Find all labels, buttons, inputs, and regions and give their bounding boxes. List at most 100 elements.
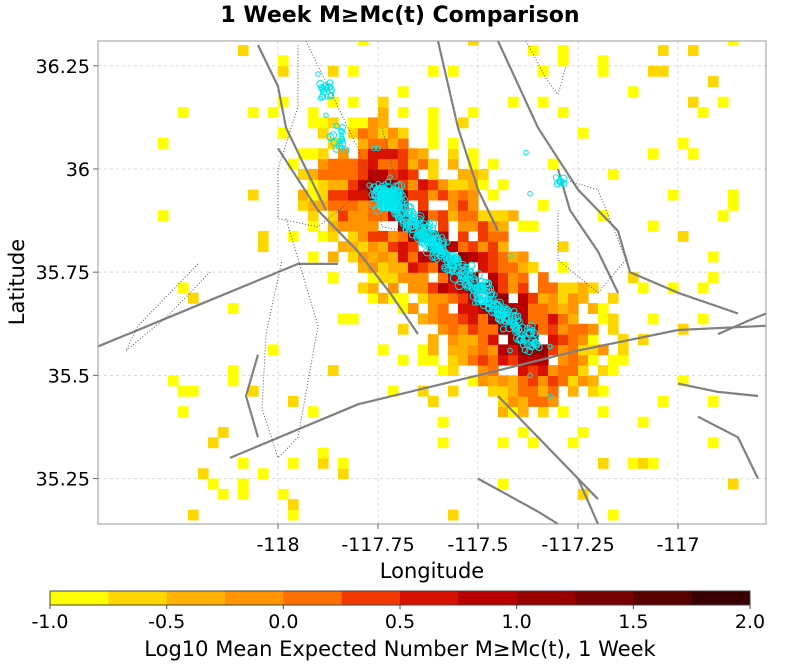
forecast-cell bbox=[498, 230, 509, 242]
earthquake-marker bbox=[429, 224, 437, 232]
forecast-cell bbox=[248, 189, 259, 201]
forecast-cell bbox=[668, 189, 679, 201]
forecast-cell bbox=[438, 220, 449, 232]
earthquake-marker bbox=[456, 258, 462, 264]
forecast-cell bbox=[398, 241, 409, 253]
forecast-cell bbox=[538, 406, 549, 418]
forecast-cell bbox=[438, 179, 449, 191]
fault-trace bbox=[98, 262, 338, 348]
forecast-cell bbox=[688, 45, 699, 56]
forecast-cell bbox=[468, 292, 479, 304]
forecast-cell bbox=[438, 261, 449, 273]
forecast-cell bbox=[518, 396, 529, 407]
earthquake-marker bbox=[429, 238, 437, 246]
forecast-cell bbox=[528, 354, 539, 366]
forecast-cell bbox=[418, 210, 429, 222]
forecast-cell bbox=[398, 272, 409, 284]
forecast-cell bbox=[338, 457, 349, 469]
forecast-cell bbox=[358, 230, 369, 242]
earthquake-marker bbox=[471, 300, 478, 306]
forecast-cell bbox=[418, 179, 429, 191]
forecast-cell bbox=[708, 76, 719, 87]
earthquake-marker bbox=[368, 190, 377, 199]
forecast-cell bbox=[258, 468, 269, 480]
earthquake-marker bbox=[525, 328, 534, 337]
forecast-cell bbox=[518, 406, 529, 418]
forecast-cell bbox=[408, 272, 419, 284]
forecast-cell bbox=[528, 437, 539, 449]
forecast-cell bbox=[548, 334, 559, 345]
forecast-cell bbox=[538, 65, 549, 77]
forecast-cell bbox=[478, 230, 489, 242]
forecast-cell bbox=[488, 220, 499, 232]
forecast-cell bbox=[448, 323, 459, 335]
forecast-cell bbox=[698, 282, 709, 294]
forecast-cell bbox=[488, 189, 499, 201]
colorbar-tick-label: 0.5 bbox=[385, 611, 415, 633]
forecast-cell bbox=[448, 148, 459, 160]
forecast-cell bbox=[488, 385, 499, 397]
forecast-cell bbox=[498, 179, 509, 191]
earthquake-marker bbox=[408, 220, 418, 230]
forecast-cell bbox=[438, 437, 449, 449]
forecast-cell bbox=[438, 416, 449, 428]
forecast-cell bbox=[638, 457, 649, 469]
forecast-cell bbox=[288, 230, 299, 242]
forecast-cell bbox=[468, 210, 479, 222]
forecast-cell bbox=[418, 189, 429, 201]
forecast-cell bbox=[528, 292, 539, 304]
forecast-cell bbox=[418, 313, 429, 325]
forecast-cell bbox=[388, 127, 399, 139]
earthquake-marker bbox=[402, 221, 408, 227]
earthquake-marker bbox=[315, 71, 321, 77]
forecast-cell bbox=[598, 55, 609, 67]
forecast-cell bbox=[338, 468, 349, 480]
forecast-cell bbox=[428, 210, 439, 222]
forecast-cell bbox=[548, 396, 559, 407]
fault-zone bbox=[525, 41, 567, 96]
forecast-cell bbox=[468, 344, 479, 356]
fault-trace bbox=[556, 168, 619, 294]
forecast-cell bbox=[658, 45, 669, 56]
earthquake-marker bbox=[398, 209, 407, 217]
earthquake-marker bbox=[338, 135, 345, 141]
forecast-cell bbox=[498, 385, 509, 397]
earthquake-marker bbox=[527, 190, 533, 197]
earthquake-marker bbox=[378, 195, 387, 204]
earthquake-marker bbox=[372, 204, 383, 215]
forecast-cell bbox=[508, 354, 519, 366]
forecast-cell bbox=[158, 138, 169, 149]
forecast-cell bbox=[358, 169, 369, 180]
forecast-cell bbox=[438, 303, 449, 314]
forecast-cell bbox=[568, 437, 579, 449]
earthquake-marker bbox=[399, 220, 407, 227]
forecast-cell bbox=[488, 344, 499, 356]
forecast-cell bbox=[428, 179, 439, 191]
forecast-cell bbox=[378, 230, 389, 242]
fault-trace bbox=[277, 147, 419, 335]
forecast-cell bbox=[368, 220, 379, 232]
forecast-cell bbox=[468, 241, 479, 253]
forecast-cell bbox=[368, 138, 379, 149]
forecast-cell bbox=[568, 292, 579, 304]
forecast-cell bbox=[448, 354, 459, 366]
forecast-cell bbox=[558, 354, 569, 366]
forecast-cell bbox=[528, 365, 539, 376]
plot-frame bbox=[97, 40, 767, 525]
forecast-cell bbox=[328, 138, 339, 149]
forecast-cell bbox=[448, 313, 459, 325]
colorbar-tick-label: -0.5 bbox=[148, 611, 185, 633]
earthquake-marker bbox=[337, 137, 344, 144]
earthquake-marker bbox=[444, 239, 451, 246]
forecast-cell bbox=[178, 107, 189, 118]
forecast-cell bbox=[328, 96, 339, 108]
forecast-cell bbox=[288, 158, 299, 170]
earthquake-marker bbox=[523, 149, 529, 156]
forecast-cell bbox=[428, 282, 439, 294]
earthquake-marker bbox=[379, 199, 389, 208]
forecast-cell bbox=[478, 241, 489, 253]
forecast-cell bbox=[378, 344, 389, 356]
forecast-cell bbox=[508, 251, 519, 263]
forecast-cell bbox=[688, 96, 699, 108]
forecast-cell bbox=[458, 189, 469, 201]
